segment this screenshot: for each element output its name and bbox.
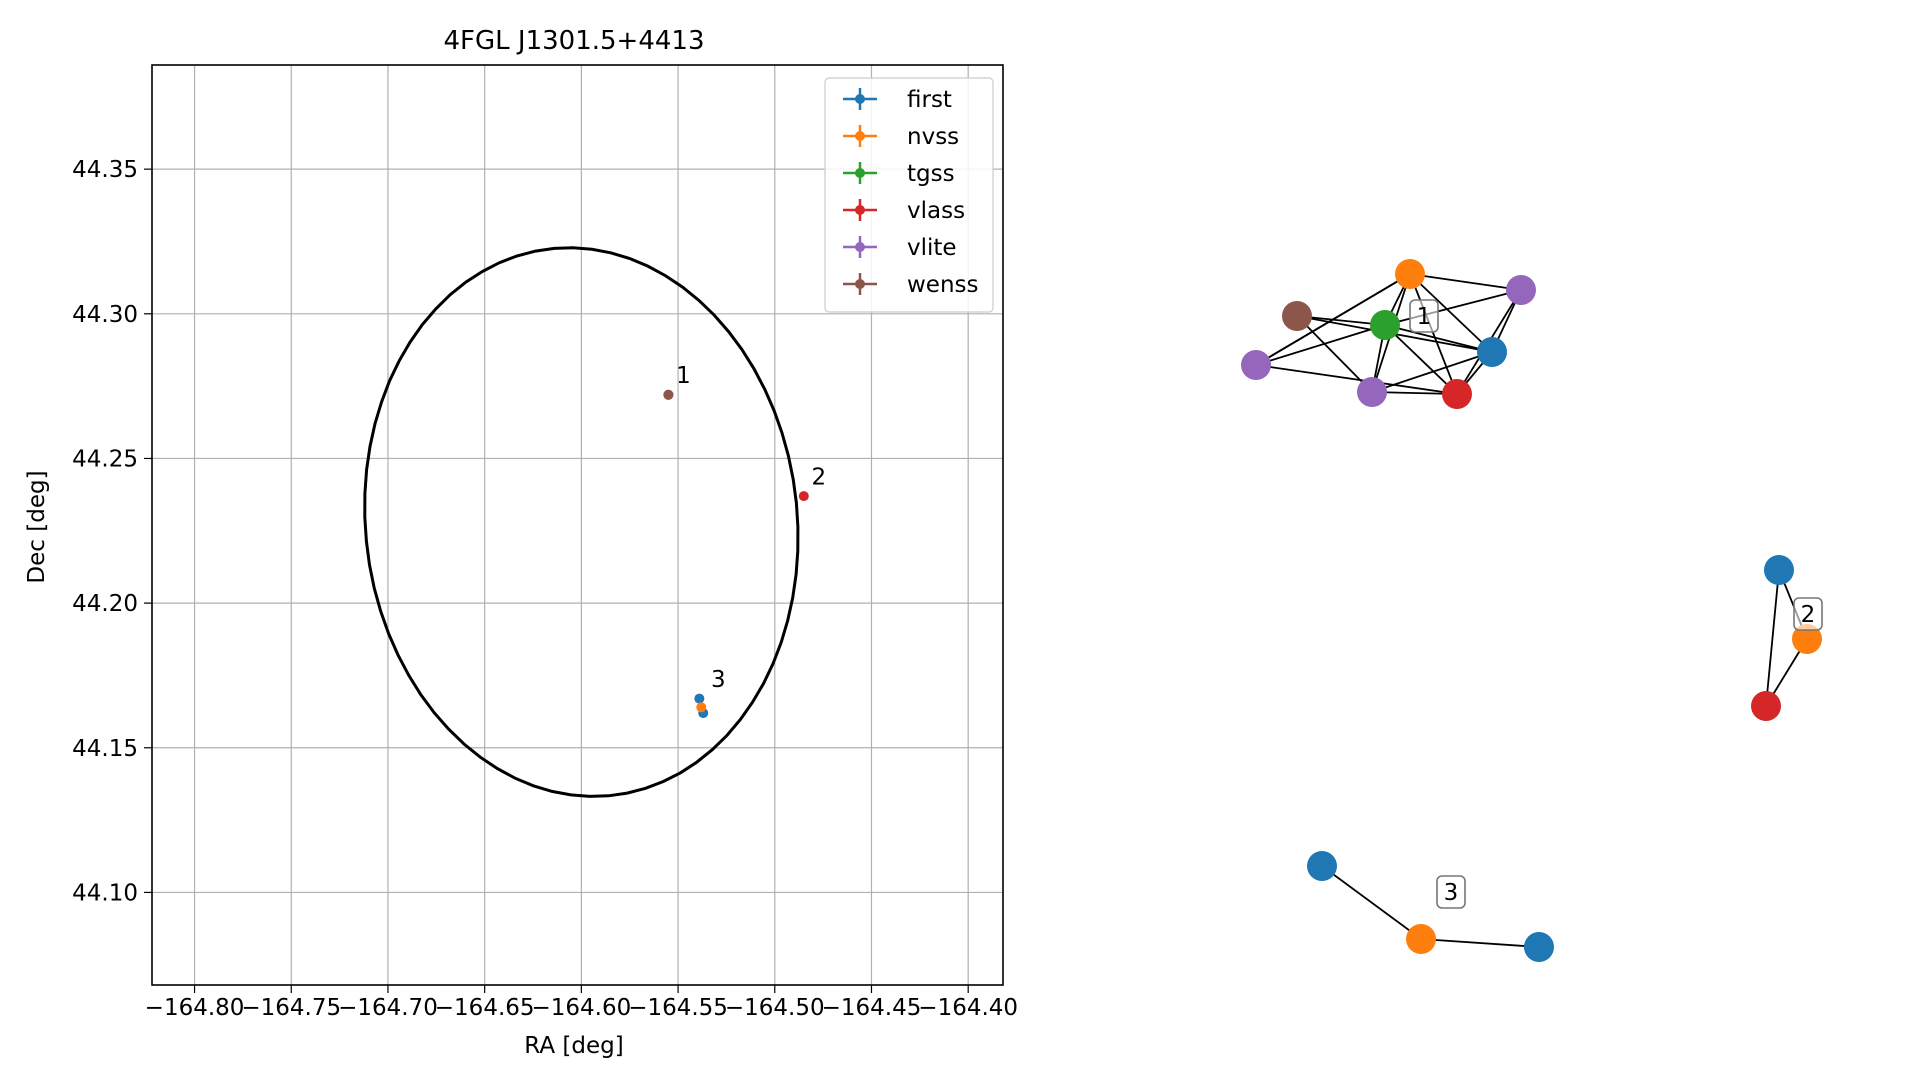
network-edge	[1409, 273, 1493, 353]
network-node	[1792, 624, 1822, 654]
data-point-wenss	[663, 389, 674, 400]
localization-ellipse	[363, 246, 800, 798]
legend-marker-dot	[855, 168, 865, 178]
network-edge	[1255, 364, 1458, 395]
network-node	[1764, 555, 1794, 585]
network-node	[1370, 310, 1400, 340]
legend-marker-dot	[855, 94, 865, 104]
network-edge	[1255, 273, 1411, 366]
network-edge	[1384, 324, 1458, 395]
network-edge	[1371, 351, 1493, 393]
group-label: 2	[1801, 602, 1816, 628]
data-point-nvss	[696, 702, 707, 713]
plot-frame	[151, 64, 1004, 986]
y-axis-label: Dec [deg]	[24, 470, 50, 583]
group-label-box	[1793, 597, 1823, 631]
network-node	[1395, 259, 1425, 289]
network-edge	[1409, 273, 1458, 395]
y-tick-label: 44.30	[72, 302, 138, 328]
x-tick-label: −164.75	[241, 995, 341, 1021]
x-tick-label: −164.55	[628, 995, 728, 1021]
network-node	[1442, 379, 1472, 409]
x-tick-label: −164.40	[918, 995, 1018, 1021]
network-node	[1524, 932, 1554, 962]
network-node	[1307, 851, 1337, 881]
legend-label: nvss	[907, 124, 959, 150]
network-edge	[1321, 865, 1422, 940]
x-axis-label: RA [deg]	[524, 1033, 623, 1059]
legend-marker-dot	[855, 242, 865, 252]
legend-label: vlite	[907, 235, 957, 261]
network-node	[1282, 301, 1312, 331]
legend-label: wenss	[907, 272, 979, 298]
data-point-vlass	[798, 491, 809, 502]
network-edge	[1384, 324, 1493, 353]
network-edge	[1384, 289, 1522, 326]
network-node	[1477, 337, 1507, 367]
legend-label: first	[907, 87, 952, 113]
legend-label: vlass	[907, 198, 965, 224]
point-annotation: 2	[812, 464, 827, 490]
network-node	[1357, 377, 1387, 407]
network-node	[1241, 350, 1271, 380]
x-tick-label: −164.70	[338, 995, 438, 1021]
network-edge	[1409, 273, 1522, 291]
network-node	[1751, 691, 1781, 721]
legend-marker-dot	[855, 279, 865, 289]
network-node	[1506, 275, 1536, 305]
legend-marker-dot	[855, 131, 865, 141]
x-tick-label: −164.50	[725, 995, 825, 1021]
x-tick-label: −164.45	[822, 995, 922, 1021]
network-node	[1406, 924, 1436, 954]
x-tick-label: −164.80	[145, 995, 245, 1021]
chart-title: 4FGL J1301.5+4413	[444, 26, 705, 56]
network-edge	[1255, 324, 1386, 366]
network-edge	[1420, 938, 1540, 948]
legend-label: tgss	[907, 161, 955, 187]
point-annotation: 3	[711, 667, 726, 693]
point-annotation: 1	[676, 363, 691, 389]
network-edge	[1765, 569, 1780, 707]
y-tick-label: 44.10	[72, 880, 138, 906]
group-label: 1	[1417, 304, 1432, 330]
x-tick-label: −164.65	[435, 995, 535, 1021]
y-tick-label: 44.20	[72, 591, 138, 617]
group-label: 3	[1444, 880, 1459, 906]
data-point-first	[694, 693, 705, 704]
network-graph: 1 2 3	[1241, 259, 1823, 962]
legend-marker-dot	[855, 205, 865, 215]
group-label-box	[1409, 299, 1439, 333]
scatter-plot: 4FGL J1301.5+4413 RA [deg] Dec [deg] −16…	[24, 26, 1018, 1059]
x-tick-label: −164.60	[531, 995, 631, 1021]
y-tick-label: 44.25	[72, 446, 138, 472]
group-label-box	[1436, 875, 1466, 909]
y-tick-label: 44.35	[72, 157, 138, 183]
legend: first nvss tgss vlass vlite wenss	[824, 77, 994, 313]
y-tick-label: 44.15	[72, 736, 138, 762]
